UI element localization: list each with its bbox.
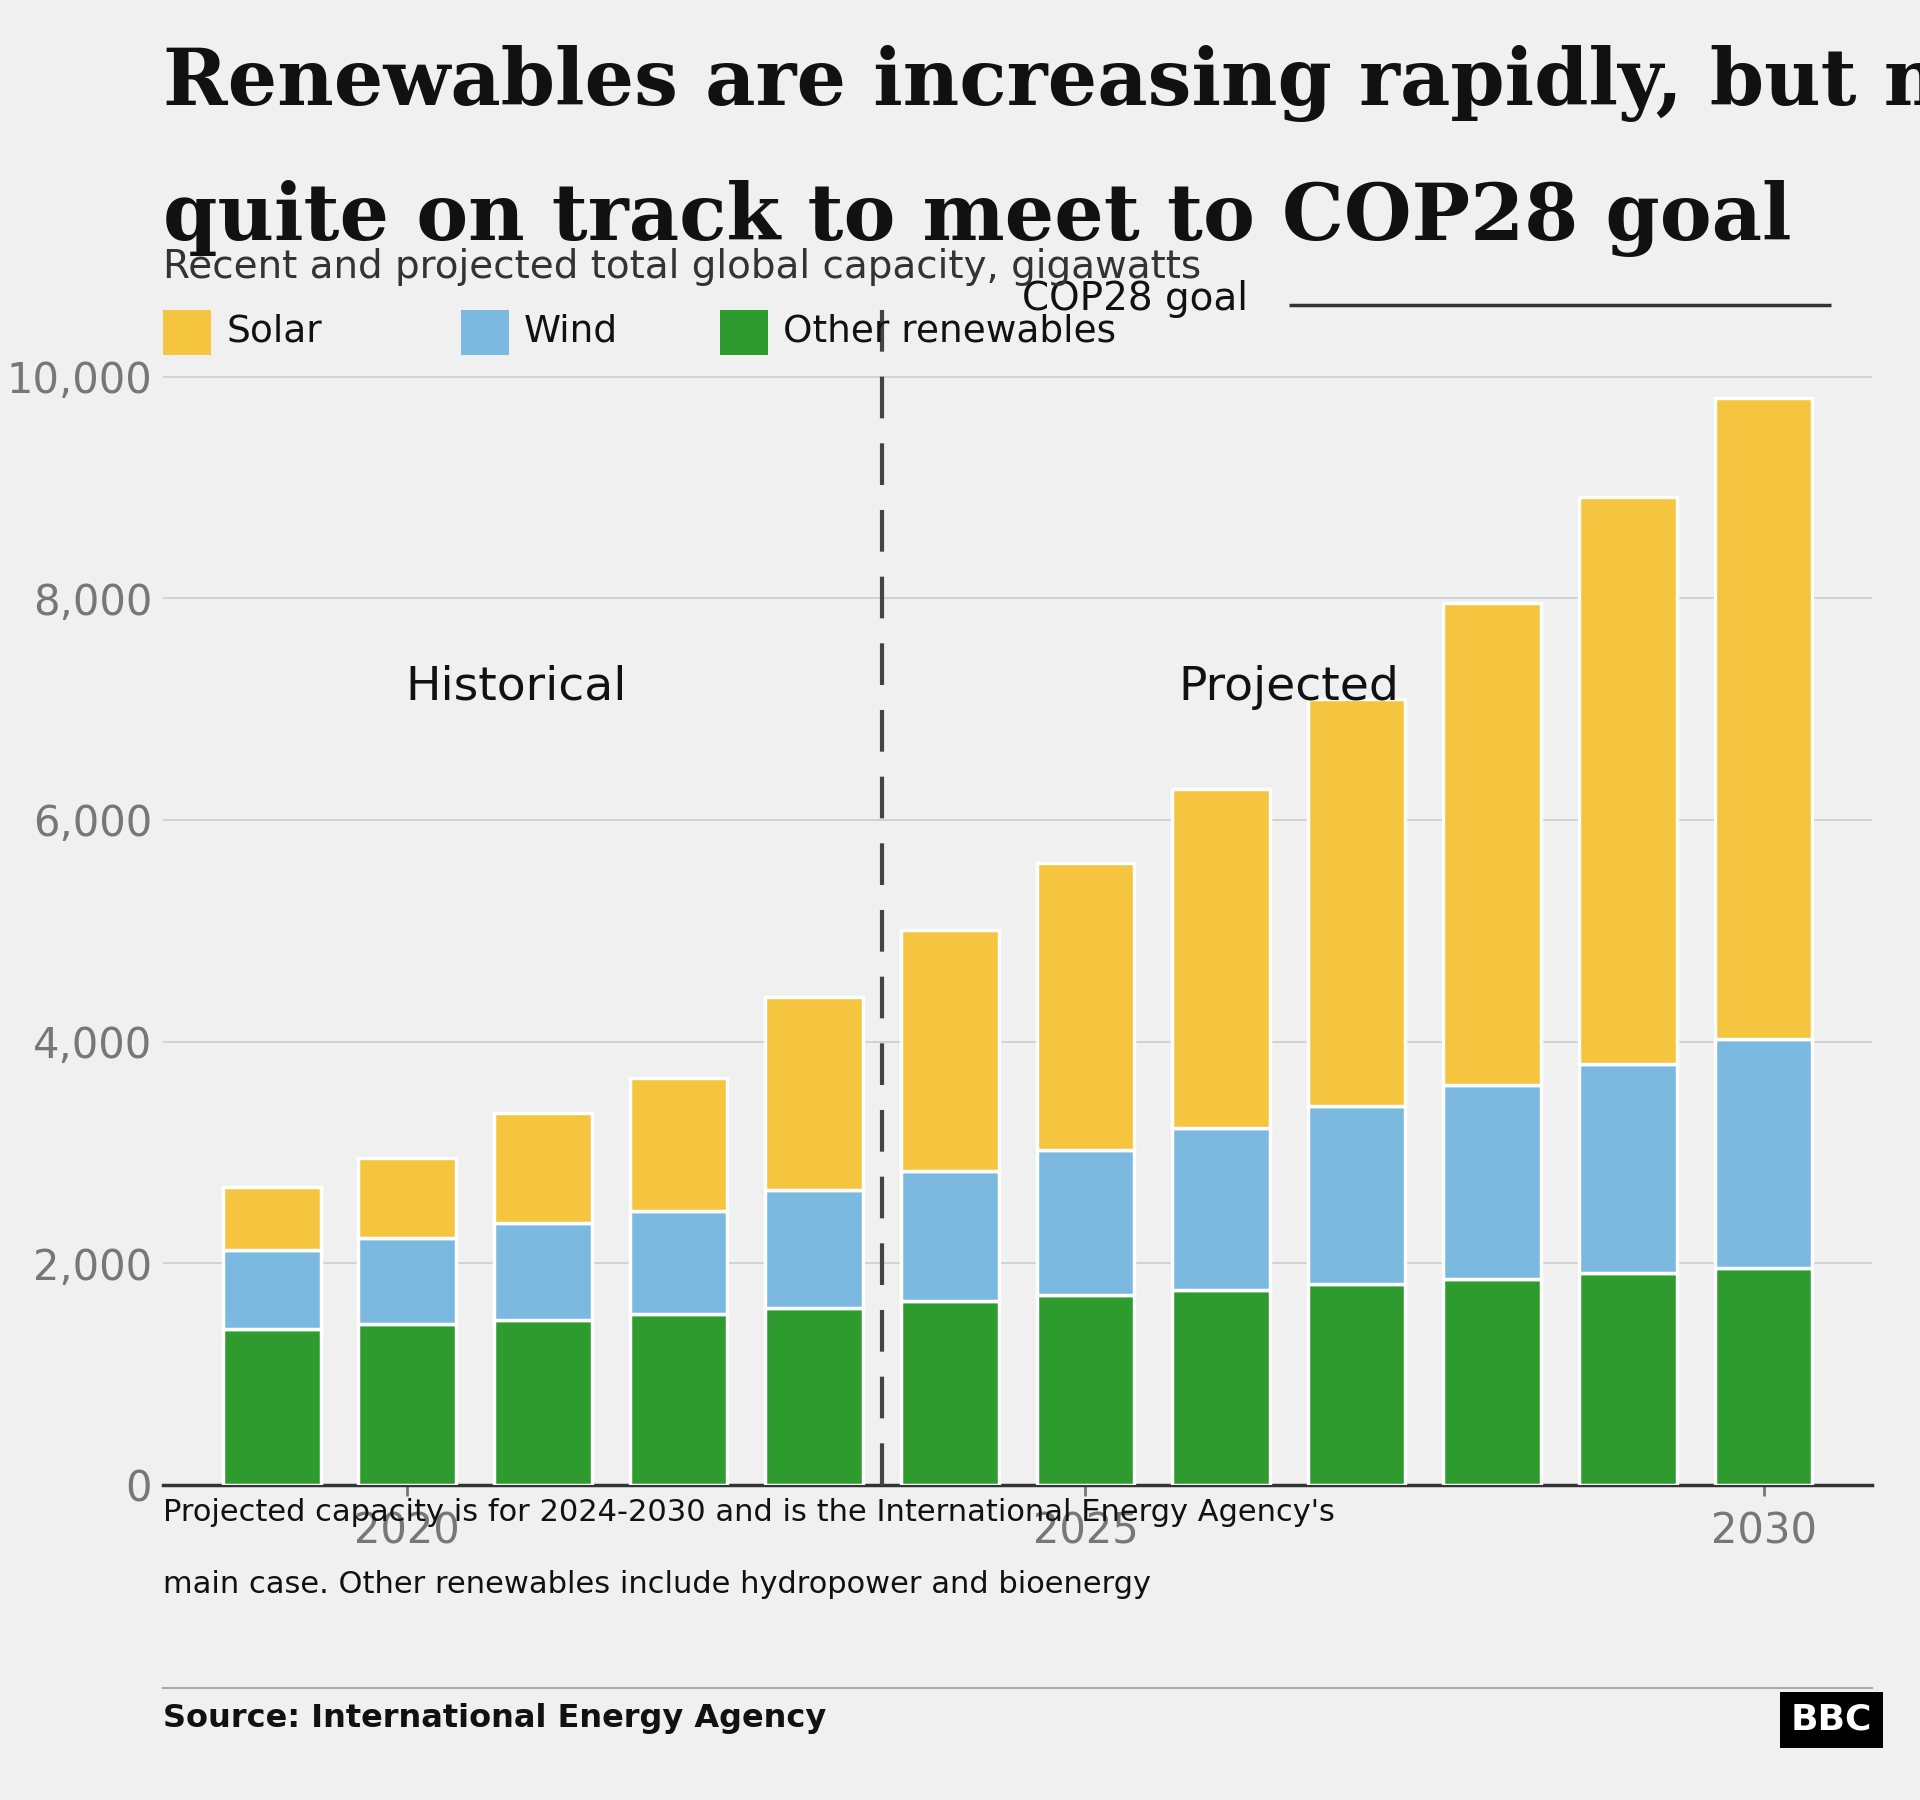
Text: Recent and projected total global capacity, gigawatts: Recent and projected total global capaci… [163,248,1202,286]
Bar [359,1325,457,1485]
Bar [1715,1039,1812,1267]
Text: Solar: Solar [227,313,323,349]
Text: Source: International Energy Agency: Source: International Energy Agency [163,1703,826,1733]
Bar [1173,788,1269,1129]
Bar [1578,1273,1676,1485]
Bar [1444,603,1542,1085]
Bar [766,1190,862,1307]
Bar [1308,1285,1405,1485]
Bar [493,1112,591,1224]
Bar [900,1172,998,1301]
Text: Wind: Wind [524,313,618,349]
Bar [493,1319,591,1485]
Text: main case. Other renewables include hydropower and bioenergy: main case. Other renewables include hydr… [163,1570,1152,1598]
Bar [1715,1267,1812,1485]
Text: BBC: BBC [1791,1703,1872,1737]
Bar [900,931,998,1172]
Bar [1715,398,1812,1039]
Bar [1578,1064,1676,1273]
Bar [900,1301,998,1485]
Bar [223,1249,321,1328]
Bar [359,1238,457,1325]
Bar [1444,1278,1542,1485]
Bar [223,1328,321,1485]
Bar [1308,1105,1405,1285]
Bar [1037,864,1135,1150]
Bar [766,997,862,1190]
Text: Projected: Projected [1179,664,1400,709]
Bar [630,1211,728,1314]
Bar [630,1314,728,1485]
Text: Historical: Historical [405,664,626,709]
Bar [223,1186,321,1249]
Text: COP28 goal: COP28 goal [1021,281,1248,319]
Text: Other renewables: Other renewables [783,313,1117,349]
Text: Projected capacity is for 2024-2030 and is the International Energy Agency's: Projected capacity is for 2024-2030 and … [163,1498,1334,1526]
Text: Renewables are increasing rapidly, but not: Renewables are increasing rapidly, but n… [163,45,1920,122]
Bar [1578,497,1676,1064]
Bar [630,1078,728,1211]
Bar [1037,1150,1135,1296]
Bar [1444,1085,1542,1278]
Text: quite on track to meet to COP28 goal: quite on track to meet to COP28 goal [163,180,1791,257]
Bar [1173,1291,1269,1485]
Bar [766,1307,862,1485]
Bar [1308,698,1405,1105]
Bar [1037,1296,1135,1485]
Bar [1173,1129,1269,1291]
Bar [359,1157,457,1238]
Bar [493,1224,591,1319]
